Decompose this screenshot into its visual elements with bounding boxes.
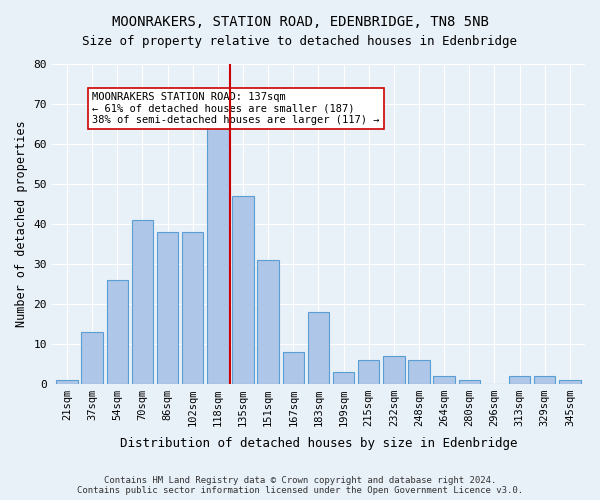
Bar (132, 220, 153, 384)
Text: Size of property relative to detached houses in Edenbridge: Size of property relative to detached ho… (83, 35, 517, 48)
Bar (157, 232, 178, 384)
Bar (534, 376, 556, 384)
Bar (458, 380, 480, 384)
Y-axis label: Number of detached properties: Number of detached properties (15, 120, 28, 327)
Text: Contains HM Land Registry data © Crown copyright and database right 2024.
Contai: Contains HM Land Registry data © Crown c… (77, 476, 523, 495)
Bar (333, 372, 354, 384)
Bar (283, 352, 304, 384)
Text: MOONRAKERS STATION ROAD: 137sqm
← 61% of detached houses are smaller (187)
38% o: MOONRAKERS STATION ROAD: 137sqm ← 61% of… (92, 92, 380, 125)
Text: MOONRAKERS, STATION ROAD, EDENBRIDGE, TN8 5NB: MOONRAKERS, STATION ROAD, EDENBRIDGE, TN… (112, 15, 488, 29)
X-axis label: Distribution of detached houses by size in Edenbridge: Distribution of detached houses by size … (120, 437, 517, 450)
Bar (107, 280, 128, 384)
Bar (409, 360, 430, 384)
Bar (308, 312, 329, 384)
Bar (358, 360, 379, 384)
Bar (82, 332, 103, 384)
Bar (257, 260, 279, 384)
Bar (559, 380, 581, 384)
Bar (232, 196, 254, 384)
Bar (509, 376, 530, 384)
Bar (182, 232, 203, 384)
Bar (56, 380, 77, 384)
Bar (433, 376, 455, 384)
Bar (207, 124, 229, 384)
Bar (383, 356, 404, 384)
